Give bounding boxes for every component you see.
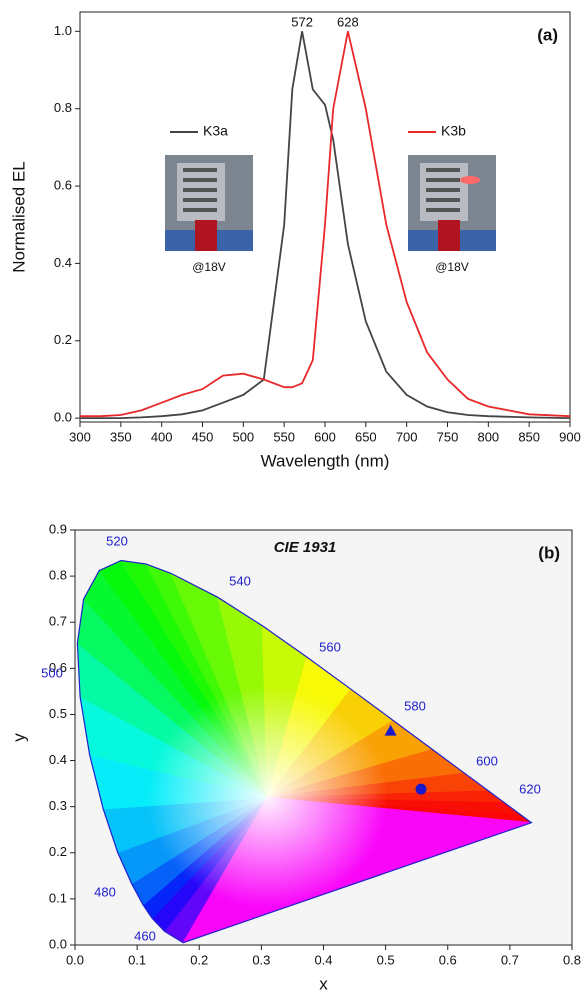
x-tick-label: 650 [355, 429, 377, 444]
y-tick-label: 0.6 [49, 660, 67, 675]
x-tick-label: 0.6 [439, 952, 457, 967]
peak-label: 572 [291, 14, 313, 29]
photo-holder [195, 220, 217, 251]
series-line [80, 31, 571, 419]
y-tick-label: 0.6 [54, 177, 72, 192]
x-tick-label: 0.1 [128, 952, 146, 967]
x-tick-label: 750 [437, 429, 459, 444]
x-tick-label: 700 [396, 429, 418, 444]
photo-holder [438, 220, 460, 251]
inset-photo [408, 155, 496, 251]
x-tick-label: 900 [559, 429, 581, 444]
photo-stripe [183, 168, 217, 172]
locus-label: 560 [319, 639, 341, 654]
locus-label: 620 [519, 781, 541, 796]
y-tick-label: 1.0 [54, 23, 72, 38]
inset-caption: @18V [435, 260, 469, 274]
photo-stripe [183, 178, 217, 182]
panel-label: (a) [537, 25, 558, 44]
y-tick-label: 0.2 [54, 332, 72, 347]
y-tick-label: 0.2 [49, 844, 67, 859]
y-tick-label: 0.8 [49, 568, 67, 583]
y-axis-label: y [9, 733, 28, 742]
locus-label: 600 [476, 753, 498, 768]
locus-label: 520 [106, 533, 128, 548]
x-tick-label: 600 [314, 429, 336, 444]
x-tick-label: 0.3 [252, 952, 270, 967]
locus-label: 540 [229, 573, 251, 588]
x-tick-label: 0.2 [190, 952, 208, 967]
x-tick-label: 0.5 [377, 952, 395, 967]
x-tick-label: 550 [273, 429, 295, 444]
x-tick-label: 850 [518, 429, 540, 444]
photo-stripe [426, 188, 460, 192]
photo-stripe [426, 208, 460, 212]
y-tick-label: 0.3 [49, 798, 67, 813]
photo-stripe [183, 208, 217, 212]
photo-stripe [183, 188, 217, 192]
x-tick-label: 500 [232, 429, 254, 444]
locus-label: 580 [404, 698, 426, 713]
y-axis-label: Normalised EL [9, 161, 28, 273]
point [415, 783, 427, 795]
y-tick-label: 0.8 [54, 100, 72, 115]
spectral-locus [76, 559, 533, 944]
y-tick-label: 0.4 [49, 752, 67, 767]
chart-title: CIE 1931 [274, 539, 337, 556]
x-tick-label: 0.8 [563, 952, 581, 967]
inset-photo [165, 155, 253, 251]
y-tick-label: 0.9 [49, 521, 67, 536]
locus-label: 460 [134, 928, 156, 943]
photo-stripe [426, 198, 460, 202]
cie-fill [77, 560, 532, 943]
locus-label: 500 [41, 665, 63, 680]
y-tick-label: 0.0 [54, 410, 72, 425]
series-line [80, 31, 571, 418]
x-tick-label: 0.4 [314, 952, 332, 967]
x-tick-label: 350 [110, 429, 132, 444]
x-tick-label: 0.7 [501, 952, 519, 967]
photo-stripe [426, 168, 460, 172]
x-tick-label: 800 [477, 429, 499, 444]
peak-label: 628 [337, 14, 359, 29]
x-tick-label: 0.0 [66, 952, 84, 967]
locus-label: 480 [94, 884, 116, 899]
x-tick-label: 300 [69, 429, 91, 444]
white-point [147, 687, 388, 908]
x-tick-label: 450 [192, 429, 214, 444]
x-axis-label: x [319, 974, 328, 993]
photo-glow [460, 176, 480, 184]
y-tick-label: 0.0 [49, 936, 67, 951]
photo-stripe [183, 198, 217, 202]
x-tick-label: 400 [151, 429, 173, 444]
y-tick-label: 0.7 [49, 614, 67, 629]
x-axis-label: Wavelength (nm) [261, 451, 390, 470]
y-tick-label: 0.4 [54, 255, 72, 270]
legend-label: K3a [203, 123, 228, 139]
photo-stripe [426, 178, 460, 182]
panel-label: (b) [538, 543, 560, 562]
inset-caption: @18V [192, 260, 226, 274]
point [384, 724, 397, 736]
y-tick-label: 0.1 [49, 890, 67, 905]
y-tick-label: 0.5 [49, 706, 67, 721]
legend-label: K3b [441, 123, 466, 139]
